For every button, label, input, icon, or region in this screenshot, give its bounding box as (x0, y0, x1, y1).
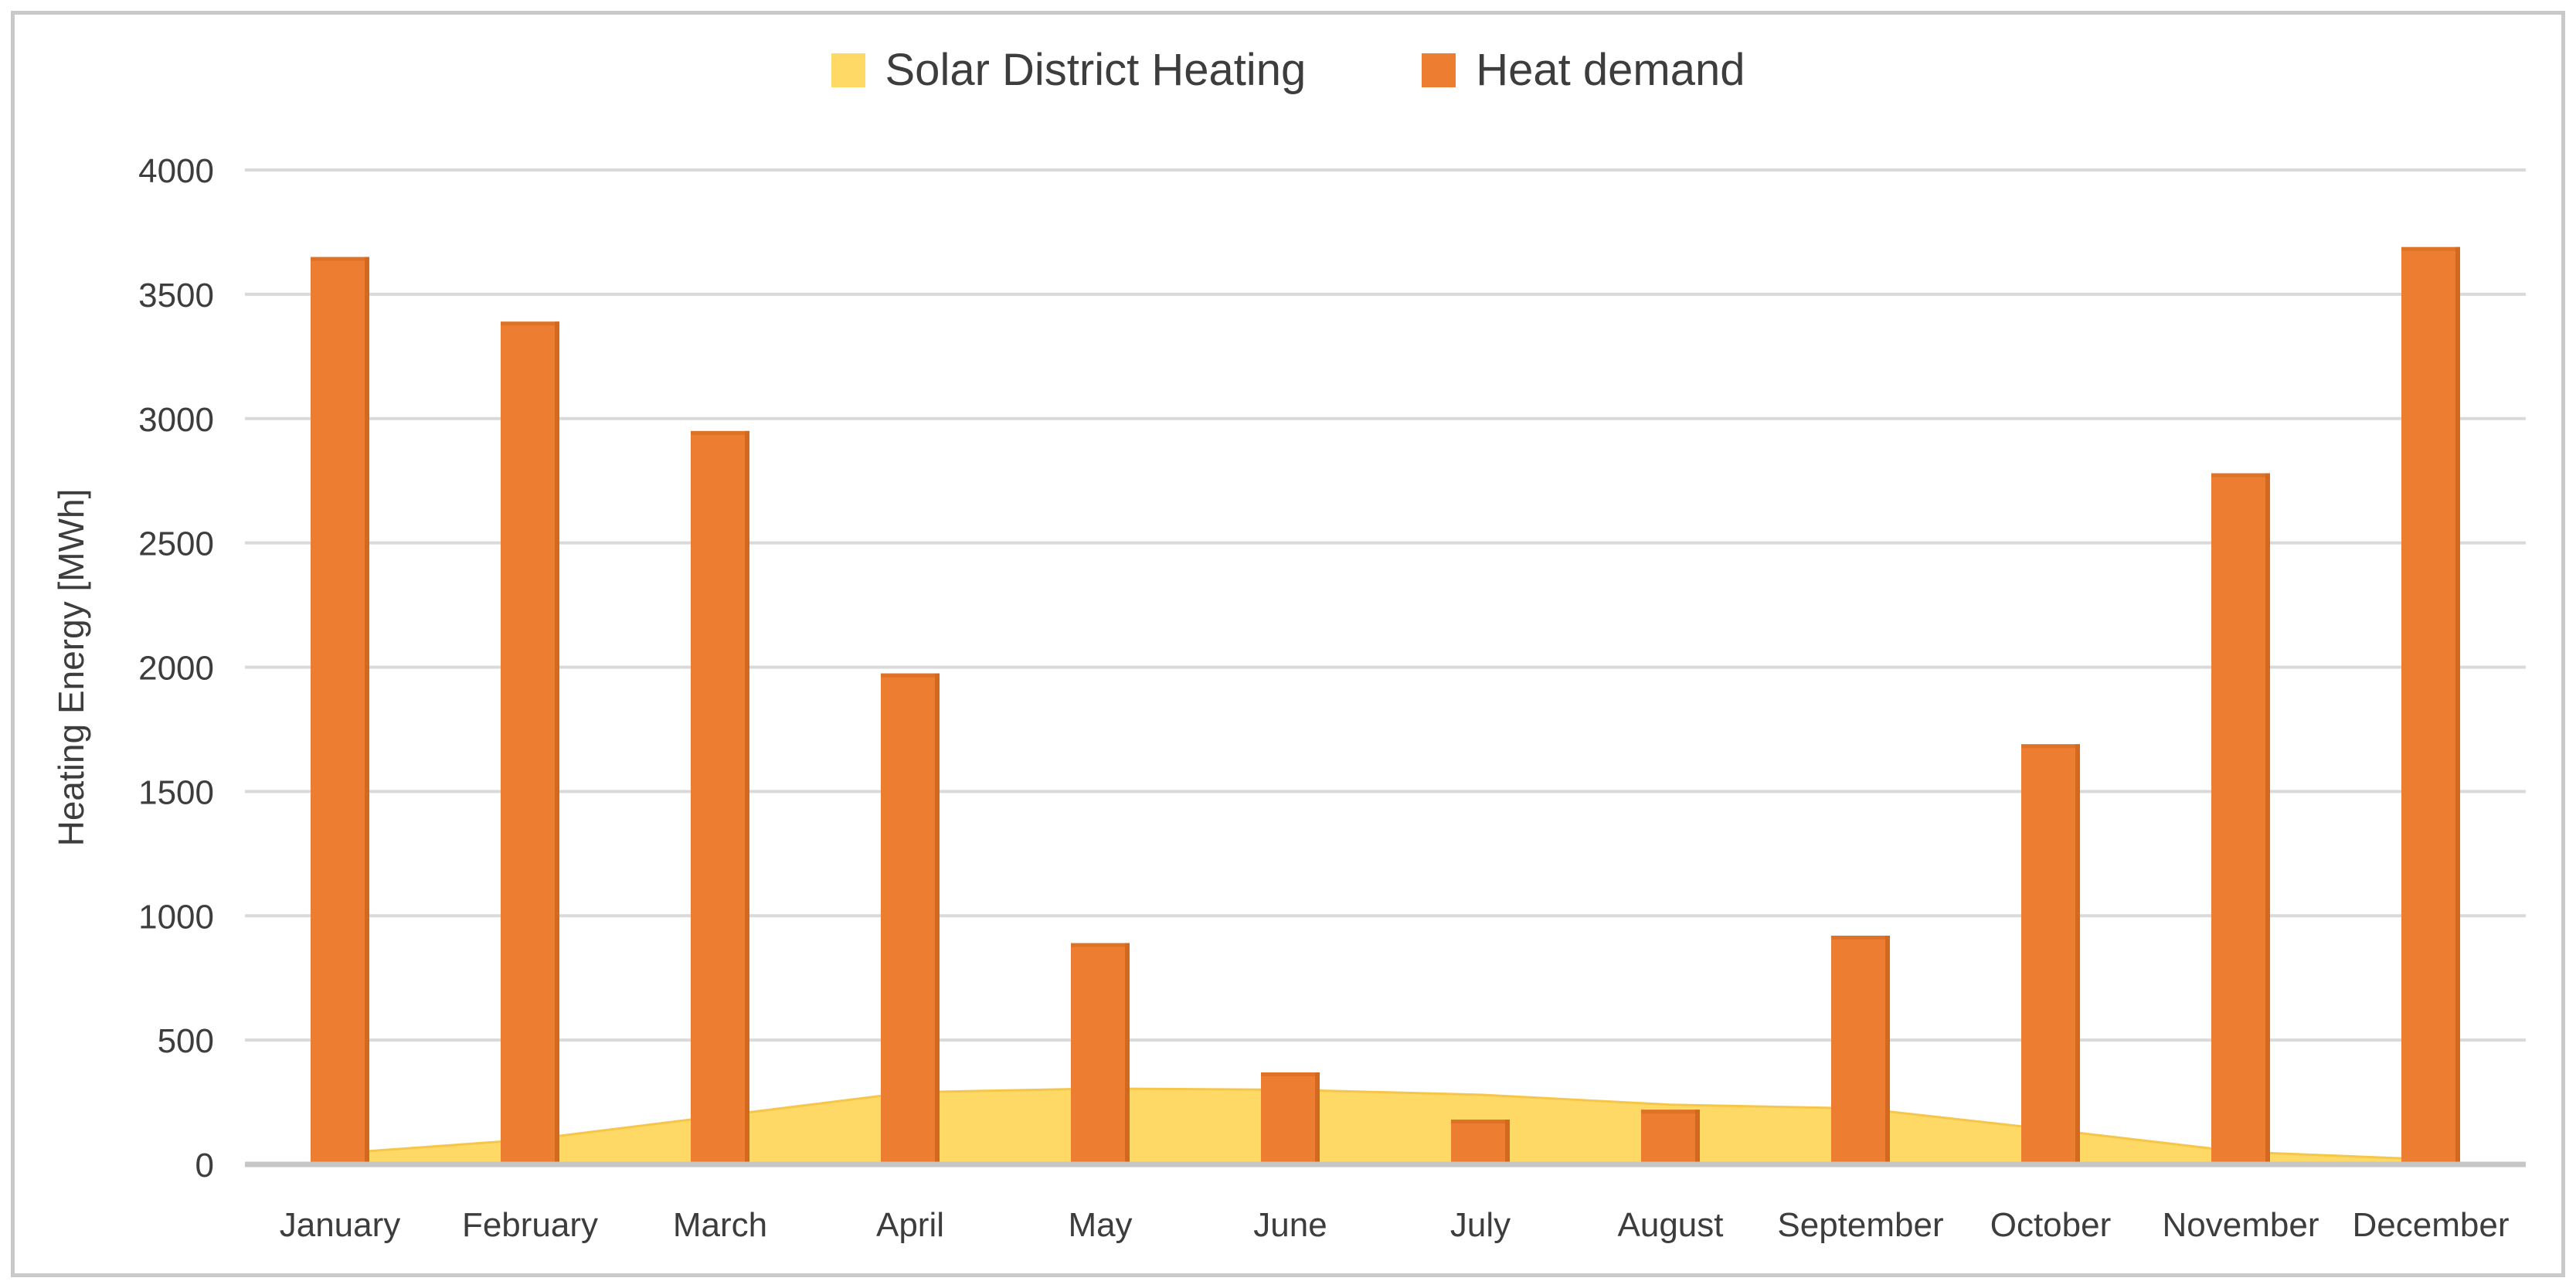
legend-item-solar: Solar District Heating (831, 45, 1307, 95)
gridlines (245, 168, 2526, 1042)
bar-may (1071, 943, 1130, 1164)
x-tick-july: July (1450, 1206, 1511, 1244)
bar-top-edge-may (1071, 943, 1130, 947)
x-tick-april: April (876, 1206, 944, 1244)
bar-edge-february (555, 321, 559, 1165)
bar-edge-july (1505, 1120, 1510, 1164)
bar-october (2021, 744, 2080, 1164)
x-tick-october: October (1990, 1206, 2112, 1244)
month-labels: January February March April May June July Augu… (280, 1206, 2510, 1244)
bar-edge-april (935, 673, 940, 1164)
bar-edge-november (2265, 473, 2270, 1164)
bar-february (501, 321, 559, 1165)
bar-top-edge-october (2021, 744, 2080, 749)
bar-top-edge-july (1451, 1120, 1510, 1124)
x-tick-december: December (2353, 1206, 2510, 1244)
bar-edge-january (365, 257, 369, 1164)
bar-edge-december (2455, 246, 2460, 1165)
legend-swatch-heat-demand-icon (1422, 53, 1456, 87)
y-tick-4000: 4000 (138, 152, 214, 190)
bar-top-edge-march (691, 430, 749, 435)
bar-june (1261, 1072, 1320, 1164)
bar-top-edge-june (1261, 1072, 1320, 1076)
bar-august (1641, 1110, 1700, 1164)
area-top-edge (339, 1087, 2432, 1161)
x-tick-september: September (1777, 1206, 1943, 1244)
bar-november (2211, 473, 2270, 1164)
x-tick-january: January (280, 1206, 401, 1244)
y-tick-labels: 0 500 1000 1500 2000 2500 3000 3500 4000 (138, 152, 214, 1184)
x-tick-august: August (1618, 1206, 1724, 1244)
chart-border (11, 11, 2565, 1277)
x-tick-june: June (1253, 1206, 1327, 1244)
y-tick-2000: 2000 (138, 650, 214, 688)
y-tick-2500: 2500 (138, 525, 214, 563)
bar-top-edge-august (1641, 1110, 1700, 1114)
bar-december (2401, 246, 2460, 1165)
y-tick-1000: 1000 (138, 898, 214, 936)
bar-edge-march (745, 430, 749, 1164)
x-tick-may: May (1068, 1206, 1132, 1244)
bar-march (691, 430, 749, 1164)
bar-top-edge-april (881, 673, 940, 678)
y-tick-1500: 1500 (138, 773, 214, 811)
x-tick-march: March (673, 1206, 767, 1244)
y-tick-0: 0 (195, 1147, 214, 1184)
bar-edge-august (1695, 1110, 1700, 1164)
bar-top-edge-january (311, 257, 369, 261)
bar-july (1451, 1120, 1510, 1164)
bar-top-edge-september (1831, 935, 1890, 940)
legend-label-solar: Solar District Heating (885, 45, 1307, 95)
area-solar-district-heating (340, 1088, 2431, 1164)
y-tick-3500: 3500 (138, 277, 214, 314)
area-series (339, 1087, 2432, 1164)
bar-september (1831, 935, 1890, 1164)
bar-series (311, 246, 2460, 1165)
legend-label-heat-demand: Heat demand (1476, 45, 1745, 95)
bar-top-edge-november (2211, 473, 2270, 477)
y-tick-500: 500 (158, 1022, 214, 1060)
y-tick-3000: 3000 (138, 401, 214, 439)
bar-edge-september (1885, 935, 1890, 1164)
bar-edge-october (2075, 744, 2080, 1164)
legend: Solar District Heating Heat demand (0, 48, 2576, 93)
legend-item-heat-demand: Heat demand (1422, 48, 1745, 93)
bar-january (311, 257, 369, 1164)
bar-april (881, 673, 940, 1164)
bar-top-edge-december (2401, 246, 2460, 251)
x-tick-february: February (462, 1206, 598, 1244)
legend-swatch-solar-icon (831, 53, 865, 87)
bar-edge-may (1125, 943, 1130, 1164)
x-tick-november: November (2163, 1206, 2319, 1244)
y-axis-title: Heating Energy [MWh] (51, 489, 91, 847)
bar-edge-june (1315, 1072, 1320, 1164)
bar-top-edge-february (501, 321, 559, 326)
